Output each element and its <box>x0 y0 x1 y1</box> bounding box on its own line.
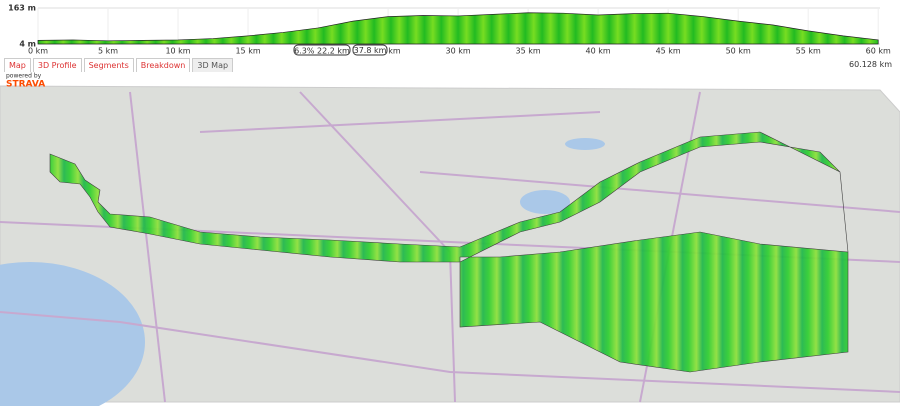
tab[interactable]: Breakdown <box>135 58 191 73</box>
tab[interactable]: 3D Map <box>192 58 234 73</box>
lake <box>565 138 605 150</box>
x-tick-label: 15 km <box>235 47 260 56</box>
x-tick-label: 45 km <box>656 47 681 56</box>
x-tick-label: 5 km <box>98 47 118 56</box>
tab[interactable]: Map <box>4 58 31 73</box>
tab[interactable]: Segments <box>83 58 134 73</box>
x-tick-label: 40 km <box>586 47 611 56</box>
range-slider[interactable]: 6.3% 22.2 km 37.8 km <box>293 44 388 56</box>
x-tick-label: 60 km <box>866 47 891 56</box>
slider-grade: 6.3% 22.2 km <box>294 46 350 55</box>
x-tick-label: 10 km <box>165 47 190 56</box>
x-tick-label: 50 km <box>726 47 751 56</box>
attribution-brand: STRAVA <box>6 80 45 90</box>
y-tick-label: 4 m <box>19 40 36 49</box>
map-3d[interactable]: powered by STRAVA <box>0 72 900 406</box>
tab-bar: Map 3D Profile Segments Breakdown 3D Map <box>4 58 234 73</box>
tab[interactable]: 3D Profile <box>32 58 82 73</box>
slider-end: 37.8 km <box>354 46 387 55</box>
total-distance: 60.128 km <box>849 60 892 69</box>
y-tick-label: 163 m <box>8 4 36 13</box>
route-wall <box>49 131 849 373</box>
start: 22.2 km <box>317 46 350 55</box>
x-tick-label: 35 km <box>516 47 541 56</box>
x-tick-label: 55 km <box>796 47 821 56</box>
x-tick-label: 30 km <box>446 47 471 56</box>
lake <box>0 262 145 406</box>
lake <box>520 190 570 214</box>
x-tick-label: 25 km <box>376 47 401 56</box>
x-tick-label: 0 km <box>28 47 48 56</box>
slider-box <box>293 44 351 56</box>
grade: 6.3% <box>294 46 315 55</box>
elevation-area <box>37 12 879 45</box>
slider-box <box>352 44 388 56</box>
attribution-prefix: powered by <box>6 73 42 80</box>
